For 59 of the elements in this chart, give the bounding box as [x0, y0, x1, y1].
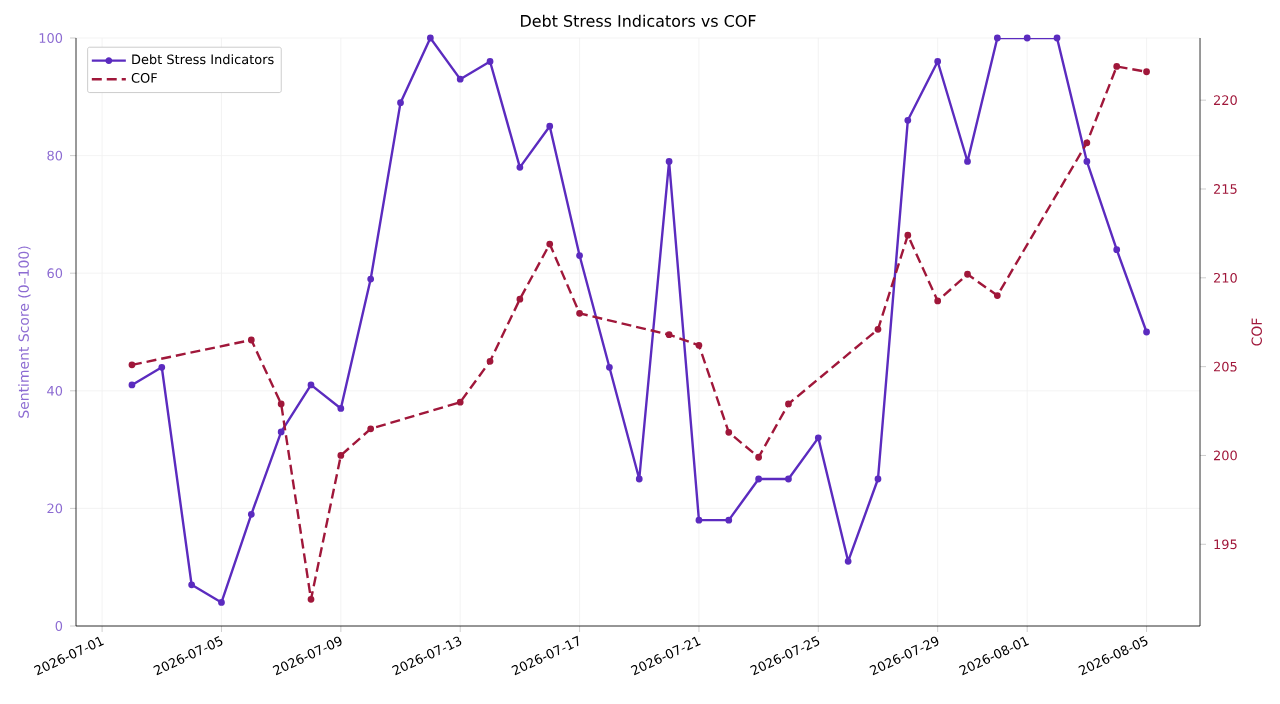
point: [486, 357, 494, 365]
point: [516, 295, 524, 303]
point: [785, 475, 792, 483]
point: [993, 292, 1001, 299]
point: [247, 336, 255, 344]
point: [307, 595, 315, 603]
point: [934, 297, 942, 305]
point: [218, 599, 225, 606]
point: [576, 252, 583, 259]
point: [695, 516, 703, 524]
point: [576, 309, 583, 317]
point: [337, 405, 345, 412]
point: [993, 34, 1001, 42]
point: [904, 231, 912, 239]
point: [367, 275, 375, 283]
point: [277, 428, 285, 436]
point: [695, 341, 703, 349]
point: [635, 475, 643, 483]
point: [1083, 139, 1091, 147]
point: [456, 398, 464, 406]
point: [486, 58, 494, 65]
point: [725, 516, 733, 524]
point: [1143, 68, 1150, 76]
point: [128, 381, 136, 389]
point: [188, 581, 196, 589]
point: [725, 428, 733, 436]
point: [397, 99, 404, 107]
point: [964, 270, 971, 278]
point: [1143, 328, 1150, 336]
point: [964, 158, 971, 165]
point: [546, 122, 554, 130]
point: [337, 452, 345, 459]
point: [606, 363, 613, 371]
point: [874, 325, 882, 333]
point: [546, 240, 554, 248]
point: [516, 163, 524, 171]
point: [247, 510, 255, 518]
point: [1113, 246, 1121, 254]
point: [665, 331, 673, 339]
point: [844, 557, 852, 565]
point: [785, 400, 792, 408]
point: [367, 425, 375, 433]
point: [904, 116, 912, 124]
point: [277, 400, 285, 408]
point: [307, 381, 315, 389]
point: [814, 434, 822, 442]
point: [755, 475, 763, 483]
point: [755, 453, 763, 461]
point: [426, 34, 434, 42]
point: [874, 475, 882, 483]
point: [128, 361, 136, 369]
point: [1053, 34, 1061, 42]
point: [1083, 158, 1091, 165]
point: [1023, 34, 1031, 42]
point: [456, 75, 464, 83]
point: [934, 58, 942, 65]
point: [665, 158, 673, 165]
point: [158, 363, 166, 371]
point: [1113, 63, 1121, 70]
